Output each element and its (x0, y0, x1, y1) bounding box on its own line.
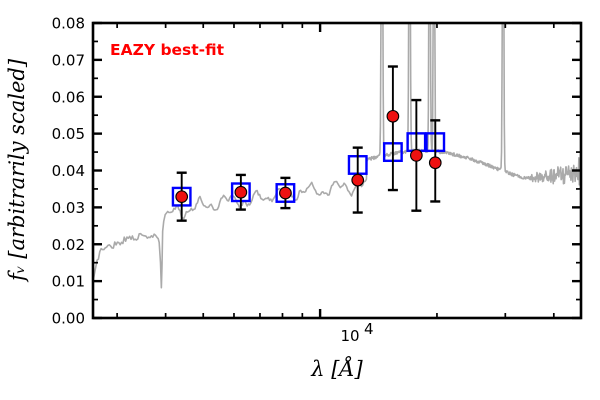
y-tick-label: 0.05 (52, 125, 85, 143)
observed-photometry-point (428, 156, 442, 170)
x-axis-label: λ [Å] (310, 356, 363, 381)
observed-photometry-point (175, 190, 189, 204)
y-tick-label: 0.03 (52, 199, 85, 217)
plot-background (93, 23, 581, 318)
y-tick-label: 0.08 (52, 15, 85, 33)
y-tick-label: 0.07 (52, 51, 85, 69)
y-axis-label: fᵥ [arbitrarily scaled] (5, 58, 29, 283)
observed-photometry-point (386, 109, 400, 123)
y-tick-label: 0.01 (52, 273, 85, 291)
observed-photometry-group (175, 65, 442, 222)
observed-photometry-point (351, 173, 365, 187)
y-tick-label: 0.00 (52, 310, 85, 328)
axis-ticks (93, 21, 581, 320)
y-tick-label: 0.06 (52, 88, 85, 106)
y-tick-label: 0.04 (52, 162, 85, 180)
x-tick-label-exponent: 4 (364, 320, 374, 338)
y-tick-labels: 0.00 0.01 0.02 0.03 0.04 0.05 0.06 0.07 0.08 (52, 15, 85, 328)
observed-photometry-point (279, 186, 292, 200)
observed-photometry-point (410, 149, 423, 162)
y-tick-label: 0.02 (52, 236, 85, 254)
observed-photometry-point (234, 185, 248, 199)
annotation-eazy-best-fit: EAZY best-fit (110, 41, 225, 59)
x-tick-label: 10 (340, 327, 359, 345)
